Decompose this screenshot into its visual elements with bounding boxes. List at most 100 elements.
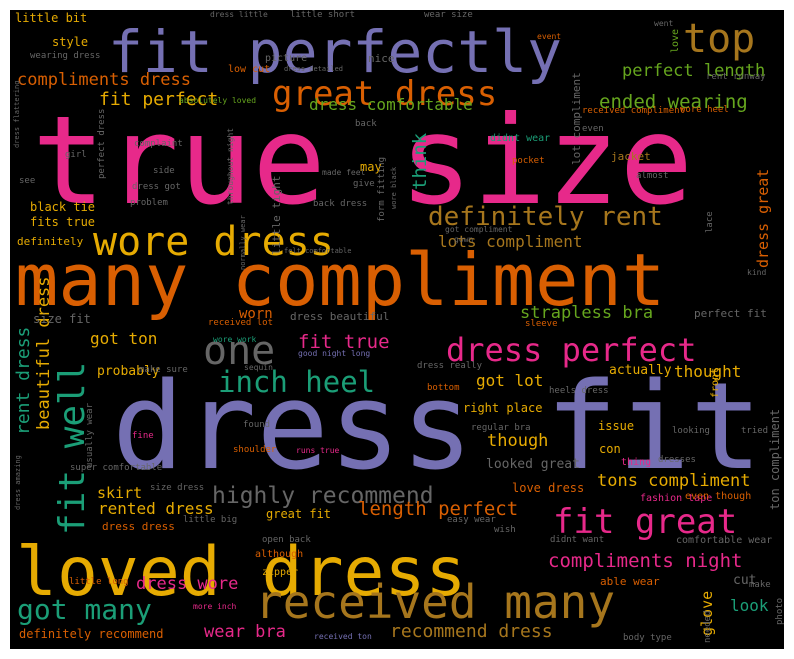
word-found: found bbox=[243, 420, 270, 430]
word-regular-bra: regular bra bbox=[471, 423, 531, 433]
word-definitely-recommend: definitely recommend bbox=[19, 627, 164, 641]
word-felt-comfortable: felt comfortable bbox=[284, 247, 351, 255]
word-looked-great: looked great bbox=[486, 457, 580, 472]
word-recommend-dress: recommend dress bbox=[390, 621, 553, 642]
word-issue: issue bbox=[598, 419, 634, 433]
word-wear-size: wear size bbox=[424, 10, 473, 20]
word-girl: girl bbox=[65, 150, 87, 160]
word-dress-little: dress little bbox=[210, 10, 268, 19]
word-length-perfect: length perfect bbox=[358, 498, 518, 520]
word-love: love bbox=[670, 29, 681, 53]
word-heels-dress: heels dress bbox=[549, 386, 609, 396]
word-dress-wore: dress wore bbox=[136, 574, 238, 594]
word-dress-fit: dress fit bbox=[112, 358, 762, 497]
word-wore-heel: wore heel bbox=[680, 105, 729, 115]
word-absolutely-loved: absolutely loved bbox=[179, 96, 256, 105]
word-super-comfortable: super comfortable bbox=[70, 463, 162, 473]
word-wore-dress: wore dress bbox=[93, 219, 334, 265]
word-see: see bbox=[19, 176, 35, 186]
word-probably: probably bbox=[97, 364, 160, 379]
word-almost: almost bbox=[636, 171, 669, 181]
word-fit-perfectly: fit perfectly bbox=[108, 18, 562, 86]
word-lot-compliment: lot compliment bbox=[570, 72, 583, 165]
word-though: though bbox=[487, 431, 548, 451]
word-highly-recommend: highly recommend bbox=[212, 483, 434, 509]
word-low-cut: low cut bbox=[228, 64, 270, 75]
word-nice: nice bbox=[368, 52, 395, 65]
word-good-night-long: good night long bbox=[298, 349, 370, 358]
word-make-sure: make sure bbox=[139, 365, 188, 375]
word-lace: lace bbox=[705, 211, 715, 233]
word-dress-really: dress really bbox=[417, 361, 483, 371]
word-top: top bbox=[683, 16, 755, 62]
word-may: may bbox=[360, 160, 382, 174]
word-fit-perfect: fit perfect bbox=[99, 89, 218, 110]
word-little-bit: little bit bbox=[15, 11, 87, 25]
word-actually: actually bbox=[609, 363, 672, 378]
word-received-lot: received lot bbox=[208, 318, 273, 328]
word-kind: kind bbox=[747, 268, 766, 277]
word-didnt-want: didnt want bbox=[550, 535, 604, 545]
word-made-feel: made feel bbox=[322, 168, 366, 177]
word-ton-compliment: ton compliment bbox=[768, 409, 782, 510]
word-dresses: dresses bbox=[658, 455, 696, 465]
word-throughout-night: throughout night bbox=[226, 128, 235, 205]
word-complaint: complaint bbox=[134, 139, 183, 149]
word-went: went bbox=[654, 19, 673, 28]
word-dress-got: dress got bbox=[132, 182, 181, 192]
word-thing: thing bbox=[621, 457, 651, 468]
word-size-fit: size fit bbox=[33, 312, 91, 326]
word-perfect-fit: perfect fit bbox=[694, 307, 767, 320]
word-received-many: received many bbox=[255, 575, 615, 629]
word-think: think bbox=[409, 132, 431, 190]
word-able-wear: able wear bbox=[600, 575, 660, 588]
word-black-tie: black tie bbox=[30, 200, 95, 214]
word-fine: fine bbox=[132, 431, 154, 441]
word-jacket: jacket bbox=[611, 150, 651, 163]
word-ended-wearing: ended wearing bbox=[599, 91, 748, 113]
word-form-fitting: form fitting bbox=[377, 157, 387, 222]
word-thought: thought bbox=[674, 362, 741, 381]
word-wore-work: wore work bbox=[213, 335, 257, 344]
word-look: look bbox=[730, 596, 769, 615]
word-definitely-rent: definitely rent bbox=[428, 202, 663, 232]
word-received-ton: received ton bbox=[314, 632, 372, 641]
word-even: even bbox=[582, 124, 604, 134]
word-runs-true: runs true bbox=[296, 446, 340, 455]
word-comfortable-wear: comfortable wear bbox=[676, 535, 772, 546]
word-sequin: sequin bbox=[244, 363, 273, 372]
word-looking: looking bbox=[672, 426, 710, 436]
word-wear-bra: wear bra bbox=[204, 622, 286, 642]
word-lots-compliment: lots compliment bbox=[438, 232, 583, 251]
word-dress-flattering: dress flattering bbox=[13, 81, 21, 148]
word-dress-beautiful: dress beautiful bbox=[290, 310, 389, 323]
word-rented-dress: rented dress bbox=[98, 499, 214, 518]
word-picture: picture bbox=[265, 53, 307, 64]
word-give: give bbox=[353, 179, 375, 189]
word-tried: tried bbox=[741, 426, 768, 436]
word-inch-heel: inch heel bbox=[218, 365, 375, 399]
word-perfect-length: perfect length bbox=[622, 61, 765, 81]
word-although: although bbox=[255, 549, 303, 560]
word-side: side bbox=[153, 166, 175, 176]
word-easy-wear: easy wear bbox=[447, 515, 496, 525]
word-love-dress: love dress bbox=[512, 481, 584, 495]
word-photo: photo bbox=[775, 598, 785, 625]
cloud-background bbox=[10, 10, 784, 649]
word-definitely: definitely bbox=[17, 235, 84, 248]
word-zipper: zipper bbox=[262, 567, 298, 578]
word-tons-compliment: tons compliment bbox=[597, 471, 751, 491]
word-con: con bbox=[599, 442, 621, 456]
word-wearing-dress: wearing dress bbox=[30, 51, 100, 61]
word-dress-great: dress great bbox=[754, 169, 772, 268]
word-loved-dress: loved dress bbox=[16, 533, 466, 612]
word-dress-dress: dress dress bbox=[102, 520, 175, 533]
word-many-compliment: many compliment bbox=[15, 238, 665, 322]
word-got-lot: got lot bbox=[476, 371, 543, 390]
word-strapless-bra: strapless bra bbox=[520, 303, 653, 323]
word-cut: cut bbox=[733, 573, 756, 588]
word-more-inch: more inch bbox=[193, 602, 237, 611]
word-open-back: open back bbox=[262, 535, 311, 545]
word-even-though: even though bbox=[685, 491, 751, 502]
word-little-big: little big bbox=[183, 515, 237, 525]
